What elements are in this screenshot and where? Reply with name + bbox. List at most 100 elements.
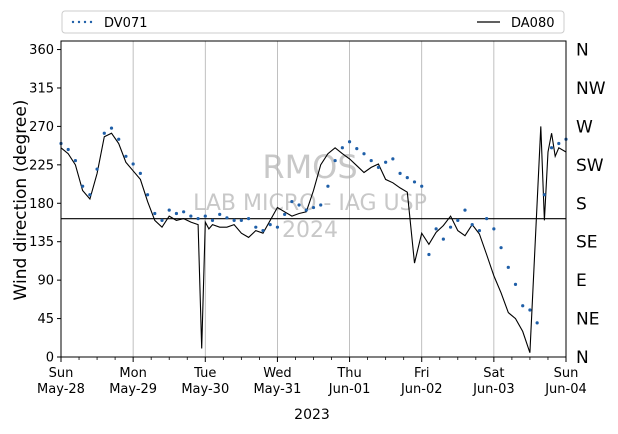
compass-label: NW	[576, 79, 606, 99]
series-line-da080	[60, 126, 567, 353]
y-tick-label: 90	[37, 274, 54, 289]
y-tick-label: 0	[46, 351, 54, 366]
data-point-dv071	[376, 165, 381, 169]
data-point-dv071	[124, 154, 128, 158]
data-point-dv071	[535, 321, 539, 325]
compass-label: W	[576, 117, 593, 137]
compass-label: N	[576, 41, 589, 61]
data-point-dv071	[347, 140, 352, 144]
compass-label: E	[576, 271, 587, 291]
series-layer	[59, 126, 568, 353]
data-point-dv071	[477, 229, 482, 233]
data-point-dv071	[290, 199, 294, 204]
data-point-dv071	[557, 141, 561, 146]
x-tick-date: Jun-03	[472, 382, 515, 397]
data-point-dv071	[131, 162, 135, 166]
data-point-dv071	[463, 208, 467, 212]
data-point-dv071	[362, 152, 366, 156]
data-point-dv071	[542, 193, 546, 197]
data-point-dv071	[182, 210, 186, 214]
data-point-dv071	[427, 252, 431, 257]
x-axis-label: 2023	[294, 407, 330, 423]
y-tick-label: 270	[29, 120, 54, 135]
x-tick-date: Jun-04	[544, 382, 587, 397]
data-point-dv071	[549, 146, 554, 150]
grid	[61, 41, 566, 357]
x-tick-date: May-28	[37, 382, 85, 397]
data-point-dv071	[412, 180, 417, 184]
watermark-line-1: RMOS	[262, 148, 357, 186]
data-point-dv071	[95, 167, 99, 171]
data-point-dv071	[355, 147, 359, 151]
data-point-dv071	[333, 158, 337, 163]
x-tick-date: Jun-01	[328, 382, 371, 397]
legend-label-da080: DA080	[511, 16, 555, 31]
data-point-dv071	[261, 229, 265, 233]
legend: DV071 DA080	[61, 10, 565, 34]
data-point-dv071	[420, 184, 424, 188]
data-point-dv071	[326, 184, 330, 188]
data-point-dv071	[492, 227, 496, 231]
legend-dots-icon	[71, 20, 93, 24]
watermark-line-3: 2024	[282, 218, 338, 243]
data-point-dv071	[189, 214, 193, 218]
x-tick-weekday: Fri	[414, 366, 430, 381]
data-point-dv071	[117, 137, 121, 141]
watermark-line-2: LAB MICRO - IAG USP	[193, 191, 427, 216]
x-tick-weekday: Tue	[193, 366, 216, 381]
y-tick-label: 225	[29, 158, 54, 173]
data-point-dv071	[145, 193, 150, 197]
data-point-dv071	[456, 218, 460, 222]
data-point-dv071	[470, 223, 474, 227]
x-tick-date: May-31	[253, 382, 301, 397]
x-tick-date: May-30	[181, 382, 229, 397]
data-point-dv071	[73, 158, 78, 163]
data-point-dv071	[319, 203, 323, 207]
compass-label: N	[576, 348, 589, 368]
data-point-dv071	[405, 176, 409, 180]
data-point-dv071	[369, 158, 373, 163]
data-point-dv071	[521, 304, 525, 308]
data-point-dv071	[513, 282, 518, 287]
data-point-dv071	[275, 225, 280, 229]
data-point-dv071	[88, 193, 92, 197]
data-point-dv071	[66, 147, 70, 152]
x-tick-date: May-29	[109, 382, 157, 397]
data-point-dv071	[485, 217, 489, 221]
data-point-dv071	[102, 131, 106, 135]
data-point-dv071	[506, 265, 510, 269]
data-point-dv071	[304, 208, 308, 212]
legend-frame	[61, 10, 565, 34]
data-point-dv071	[384, 160, 388, 164]
data-point-dv071	[311, 205, 316, 210]
compass-label: S	[576, 194, 587, 214]
data-point-dv071	[528, 308, 532, 312]
x-tick-weekday: Sun	[554, 366, 579, 381]
data-point-dv071	[297, 203, 301, 207]
x-tick-weekday: Sun	[49, 366, 74, 381]
compass-label: NE	[576, 310, 599, 330]
data-point-dv071	[225, 216, 229, 220]
data-point-dv071	[109, 126, 114, 130]
compass-label: SW	[576, 156, 604, 176]
data-point-dv071	[340, 146, 344, 150]
compass-label: SE	[576, 233, 598, 253]
data-point-dv071	[398, 171, 402, 175]
x-tick-weekday: Mon	[119, 366, 146, 381]
legend-label-dv071: DV071	[104, 16, 148, 31]
data-point-dv071	[210, 218, 215, 222]
y-tick-label: 360	[29, 43, 54, 58]
data-point-dv071	[254, 225, 258, 229]
data-point-dv071	[434, 227, 438, 231]
data-point-dv071	[203, 214, 207, 218]
data-point-dv071	[138, 171, 142, 175]
axes: 04590135180225270315360NNEESESSWWNWNSunM…	[29, 40, 606, 397]
x-tick-weekday: Sat	[483, 366, 504, 381]
data-point-dv071	[167, 208, 171, 212]
y-tick-label: 180	[29, 197, 54, 212]
data-point-dv071	[448, 225, 453, 229]
data-point-dv071	[153, 211, 157, 216]
data-point-dv071	[196, 217, 200, 221]
y-tick-label: 135	[29, 235, 54, 250]
